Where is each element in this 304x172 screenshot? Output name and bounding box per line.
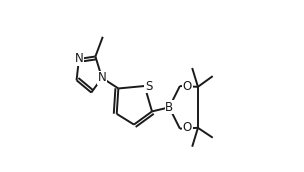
Text: N: N [98, 71, 106, 84]
Text: N: N [74, 52, 83, 65]
Text: O: O [183, 121, 192, 134]
Text: B: B [165, 101, 173, 114]
Text: O: O [183, 80, 192, 93]
Text: S: S [145, 79, 152, 93]
